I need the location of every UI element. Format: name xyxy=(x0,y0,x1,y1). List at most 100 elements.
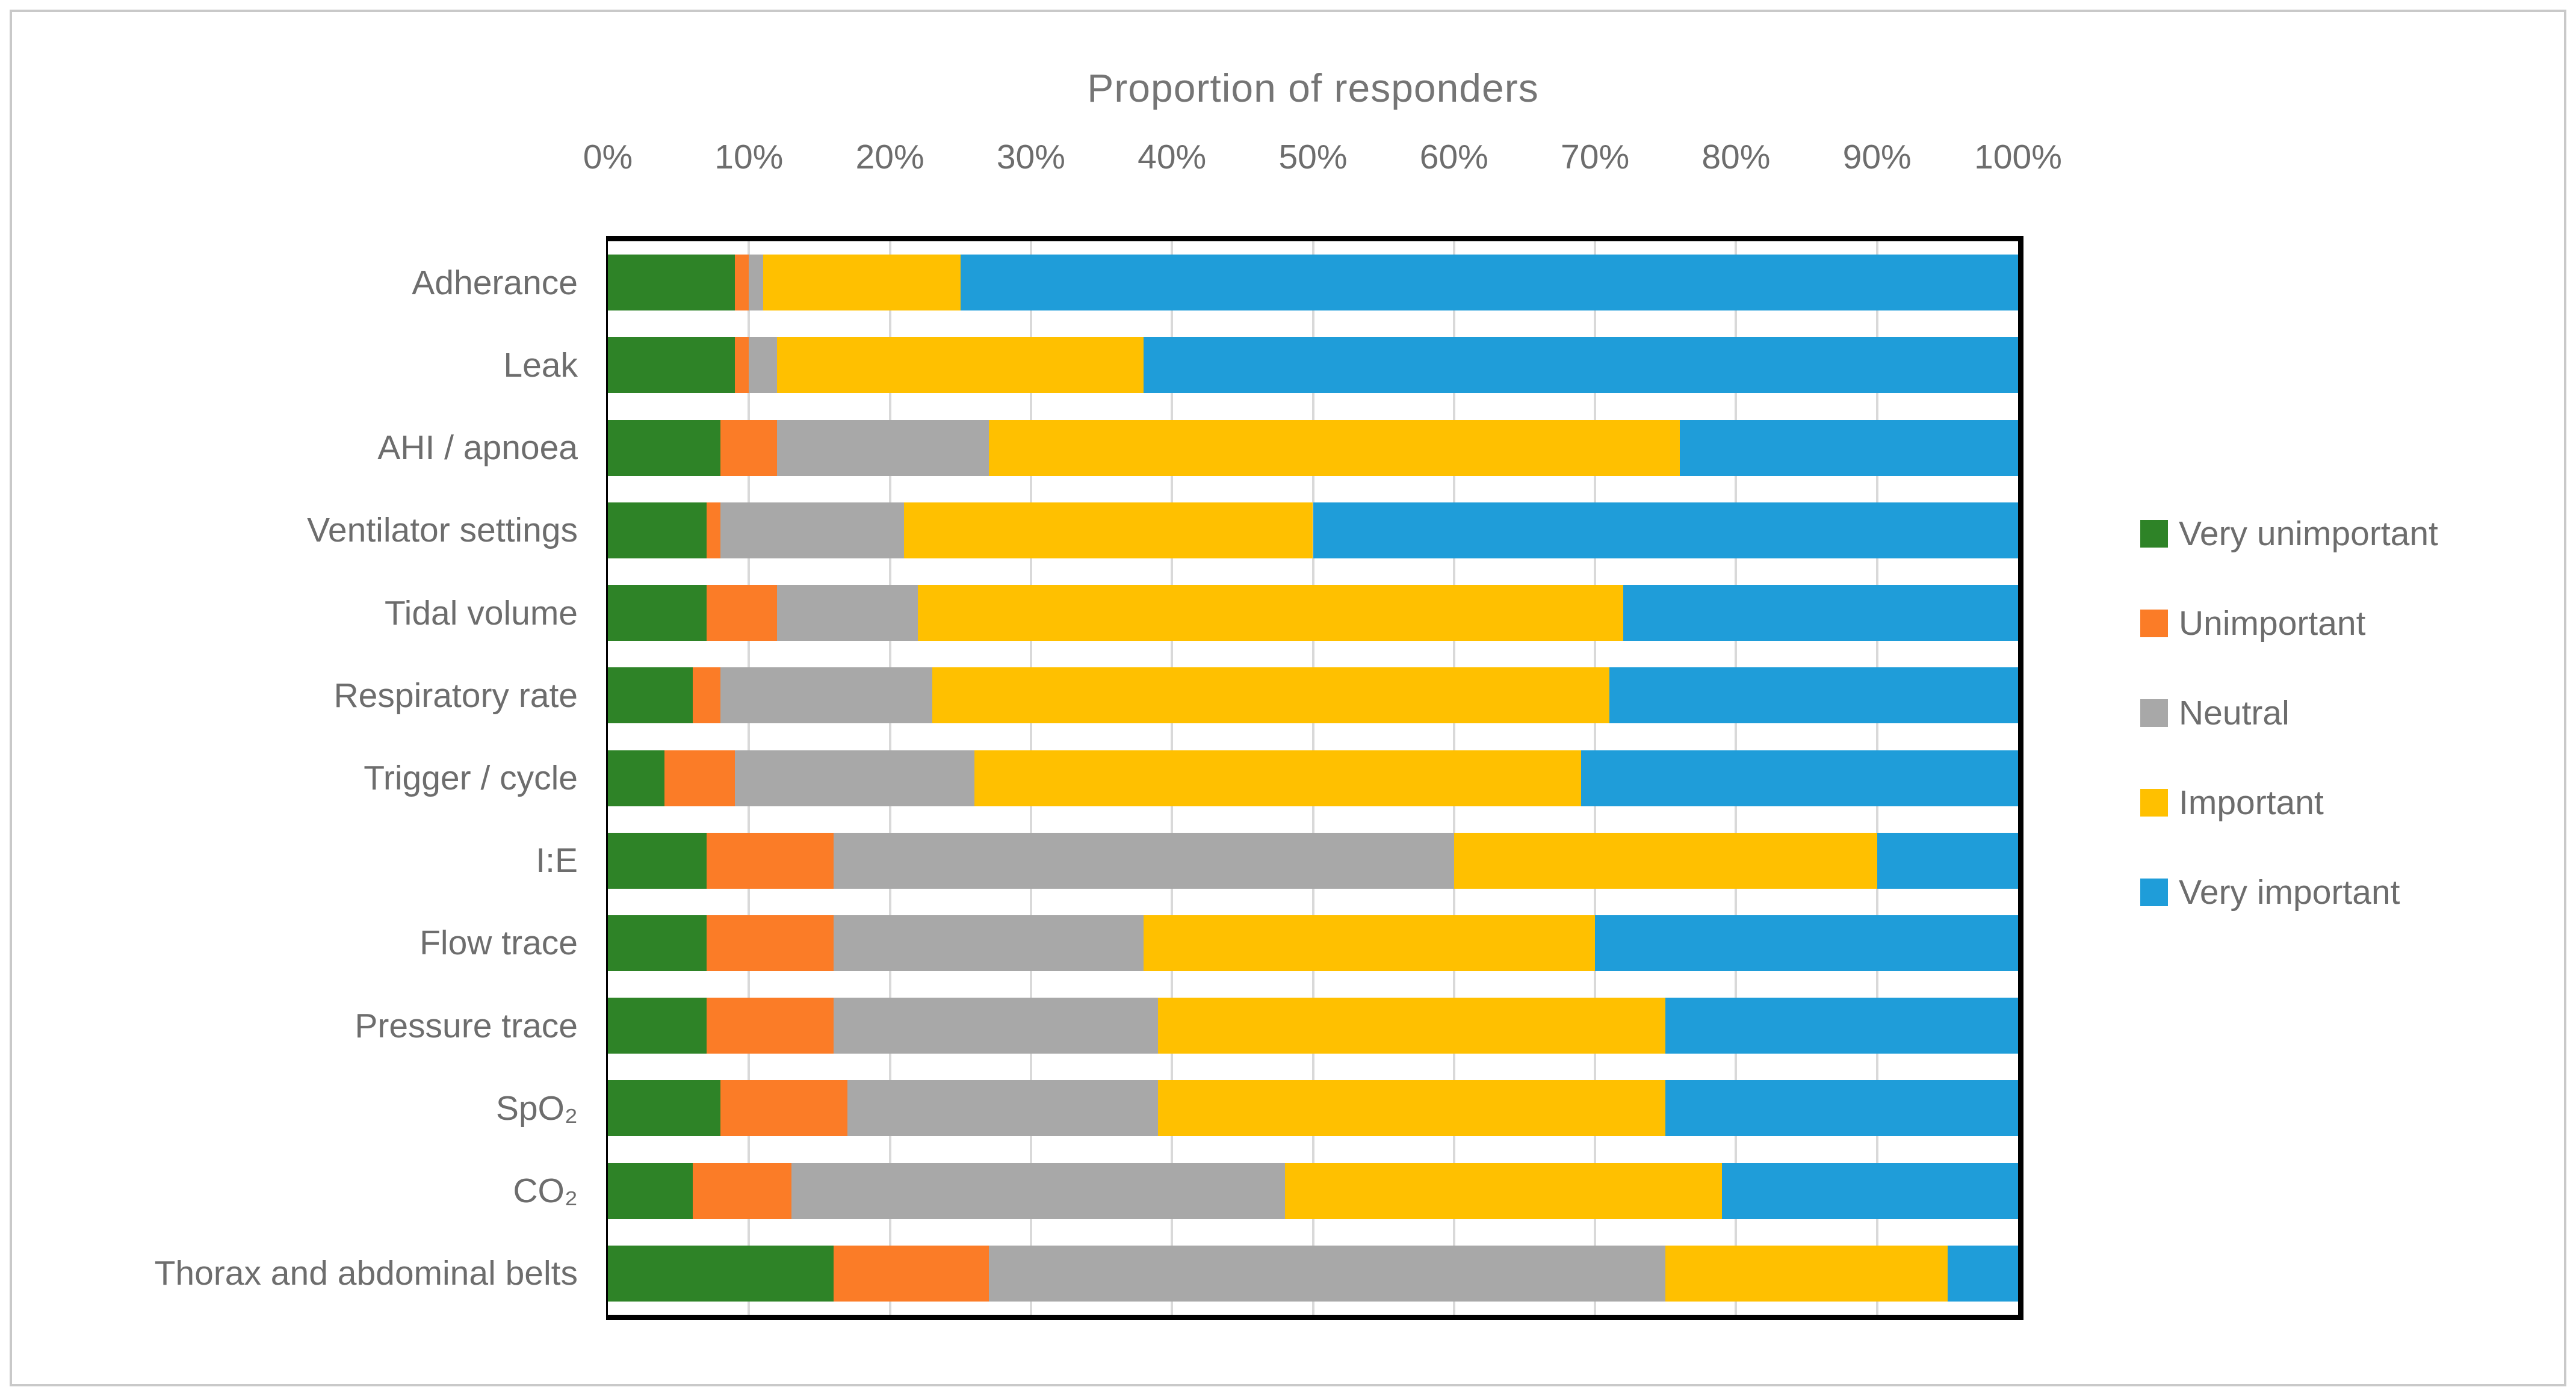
chart-title: Proportion of responders xyxy=(1087,66,1539,110)
bar-segment xyxy=(608,750,664,806)
bar-segment xyxy=(608,255,735,311)
bar-segment xyxy=(833,998,1158,1054)
legend-swatch-icon xyxy=(2140,520,2168,548)
legend-item: Unimportant xyxy=(2140,604,2438,643)
bar-segment xyxy=(1947,1245,2018,1302)
bar-row-7 xyxy=(608,750,2018,806)
legend-item: Very important xyxy=(2140,873,2438,912)
bar-row-1 xyxy=(608,255,2018,311)
x-axis-tick-60: 60% xyxy=(1419,138,1488,176)
legend: Very unimportant Unimportant Neutral Import… xyxy=(2140,514,2438,963)
x-axis-tick-20: 20% xyxy=(855,138,924,176)
legend-swatch-icon xyxy=(2140,789,2168,817)
bar-segment xyxy=(720,419,778,476)
bar-segment xyxy=(1623,585,2018,641)
legend-label: Very unimportant xyxy=(2179,514,2438,553)
bar-segment xyxy=(1665,1245,1948,1302)
bar-segment xyxy=(988,419,1680,476)
bar-segment xyxy=(1313,502,2018,558)
bar-segment xyxy=(608,832,707,889)
bar-segment xyxy=(791,1163,1285,1219)
category-label: Leak xyxy=(503,345,578,385)
legend-label: Important xyxy=(2179,783,2324,822)
bar-segment xyxy=(1721,1163,2018,1219)
legend-item: Very unimportant xyxy=(2140,514,2438,553)
bar-segment xyxy=(1454,832,1877,889)
legend-label: Neutral xyxy=(2179,694,2290,732)
bar-segment xyxy=(777,419,989,476)
bar-segment xyxy=(707,585,778,641)
bar-segment xyxy=(1877,832,2018,889)
x-axis-tick-10: 10% xyxy=(714,138,784,176)
bar-segment xyxy=(1157,1080,1666,1137)
bar-segment xyxy=(1679,419,2018,476)
bar-segment xyxy=(664,750,735,806)
x-axis-tick-100: 100% xyxy=(1974,138,2062,176)
bar-segment xyxy=(608,1080,721,1137)
category-label: Flow trace xyxy=(420,924,578,963)
bar-segment xyxy=(692,1163,791,1219)
bar-segment xyxy=(608,502,707,558)
category-label: I:E xyxy=(536,841,578,880)
category-label: SpO₂ xyxy=(495,1089,578,1128)
bar-segment xyxy=(763,255,961,311)
bar-segment xyxy=(608,337,735,394)
category-label: Respiratory rate xyxy=(333,676,578,715)
bar-segment xyxy=(1581,750,2018,806)
bar-segment xyxy=(707,502,721,558)
x-axis-tick-30: 30% xyxy=(996,138,1065,176)
legend-swatch-icon xyxy=(2140,699,2168,727)
category-label: Tidal volume xyxy=(384,593,578,632)
legend-item: Neutral xyxy=(2140,694,2438,732)
bar-segment xyxy=(777,585,918,641)
bar-segment xyxy=(1595,915,2018,971)
legend-item: Important xyxy=(2140,783,2438,822)
bar-segment xyxy=(608,998,707,1054)
legend-label: Unimportant xyxy=(2179,604,2366,643)
bar-segment xyxy=(749,337,778,394)
bar-segment xyxy=(1665,1080,2018,1137)
bar-row-8 xyxy=(608,832,2018,889)
bar-segment xyxy=(932,667,1609,724)
legend-swatch-icon xyxy=(2140,610,2168,637)
bar-segment xyxy=(608,1163,693,1219)
bar-segment xyxy=(608,1245,834,1302)
bar-row-12 xyxy=(608,1163,2018,1219)
bar-segment xyxy=(608,585,707,641)
bar-row-10 xyxy=(608,998,2018,1054)
bar-row-9 xyxy=(608,915,2018,971)
x-axis-tick-40: 40% xyxy=(1138,138,1207,176)
bar-segment xyxy=(1665,998,2018,1054)
bar-segment xyxy=(960,255,2018,311)
bar-segment xyxy=(833,832,1454,889)
bar-segment xyxy=(833,1245,989,1302)
bar-row-4 xyxy=(608,502,2018,558)
plot-area xyxy=(606,236,2023,1320)
bar-segment xyxy=(918,585,1623,641)
category-label: Ventilator settings xyxy=(307,511,578,550)
bar-segment xyxy=(1609,667,2018,724)
legend-label: Very important xyxy=(2179,873,2400,912)
category-label: Trigger / cycle xyxy=(364,759,578,797)
bar-segment xyxy=(720,1080,848,1137)
bar-segment xyxy=(707,998,834,1054)
category-label: CO₂ xyxy=(513,1172,578,1211)
bar-row-6 xyxy=(608,667,2018,724)
x-axis-tick-50: 50% xyxy=(1278,138,1348,176)
bar-segment xyxy=(1284,1163,1722,1219)
bar-segment xyxy=(974,750,1581,806)
bar-segment xyxy=(734,255,749,311)
legend-swatch-icon xyxy=(2140,879,2168,906)
category-label: AHI / apnoea xyxy=(377,428,578,468)
bar-segment xyxy=(847,1080,1158,1137)
bar-segment xyxy=(1157,998,1666,1054)
bar-segment xyxy=(734,750,975,806)
bar-segment xyxy=(608,915,707,971)
bar-segment xyxy=(749,255,763,311)
bar-segment xyxy=(904,502,1313,558)
bar-segment xyxy=(734,337,749,394)
category-label: Pressure trace xyxy=(355,1006,578,1045)
x-axis-tick-90: 90% xyxy=(1842,138,1912,176)
bar-segment xyxy=(720,502,905,558)
bar-segment xyxy=(1144,337,2018,394)
